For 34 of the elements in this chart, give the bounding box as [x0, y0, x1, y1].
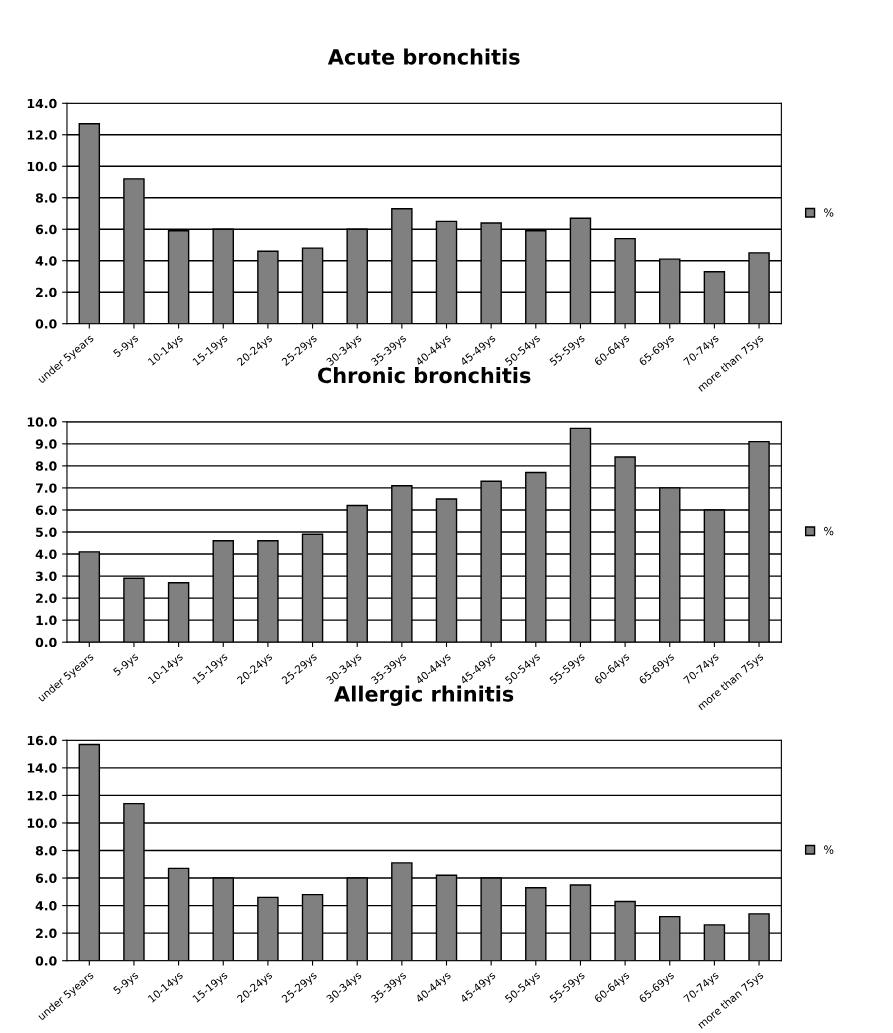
y-tick-label: 12.0 [27, 130, 57, 140]
y-tick-label: 4.0 [35, 549, 57, 559]
y-tick-label: 8.0 [35, 461, 57, 471]
chart-title: Allergic rhinitis [334, 685, 514, 706]
y-tick-label: 0.0 [35, 956, 57, 966]
legend-label: % [824, 845, 834, 854]
y-tick-label: 9.0 [35, 439, 57, 449]
y-tick-label: 2.0 [36, 593, 57, 604]
y-tick-label: 14.0 [27, 98, 57, 109]
y-tick-label: 10.0 [27, 417, 57, 427]
legend-label: % [824, 526, 834, 536]
y-tick-label: 2.0 [36, 287, 57, 298]
y-tick-label: 6.0 [35, 873, 57, 883]
chart-title: Chronic bronchitis [318, 367, 531, 384]
y-tick-label: 8.0 [35, 193, 57, 203]
y-tick-label: 12.0 [27, 790, 57, 801]
y-tick-label: 14.0 [27, 763, 57, 773]
y-tick-label: 4.0 [35, 256, 57, 266]
legend-label: % [824, 208, 834, 217]
y-tick-label: 3.0 [35, 571, 57, 581]
y-tick-label: 6.0 [35, 505, 57, 515]
y-tick-label: 1.0 [36, 615, 57, 626]
y-tick-label: 10.0 [27, 161, 57, 172]
y-tick-label: 0.0 [35, 637, 57, 648]
y-tick-label: 2.0 [36, 928, 57, 939]
y-tick-label: 5.0 [36, 527, 57, 537]
y-tick-label: 4.0 [35, 901, 57, 911]
y-tick-label: 8.0 [35, 845, 57, 856]
y-tick-label: 16.0 [27, 735, 57, 746]
chart-title: Acute bronchitis [327, 48, 520, 65]
y-tick-label: 6.0 [35, 224, 57, 235]
y-tick-label: 10.0 [27, 818, 57, 828]
y-tick-label: 7.0 [35, 483, 57, 493]
y-tick-label: 0.0 [35, 319, 57, 329]
